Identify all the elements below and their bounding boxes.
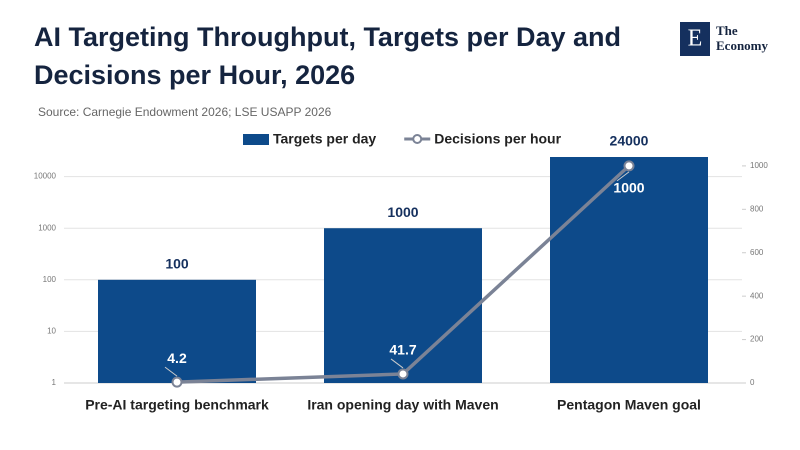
legend-label: Targets per day	[273, 131, 376, 147]
y2-tick-label: 1000	[750, 161, 768, 170]
bar	[98, 279, 256, 383]
bar	[550, 157, 708, 383]
y-tick-label: 1	[52, 378, 57, 387]
x-tick-label: Iran opening day with Maven	[307, 397, 498, 413]
logo-mark: E	[688, 26, 703, 52]
line-value-label: 4.2	[167, 350, 187, 366]
bar-value-label: 1000	[387, 204, 418, 220]
y-tick-label: 10	[47, 327, 56, 336]
line-point	[171, 376, 183, 388]
bar	[324, 228, 482, 383]
label-leader	[390, 358, 404, 369]
legend-swatch	[243, 134, 269, 145]
chart-title: AI Targeting Throughput, Targets per Day…	[34, 22, 622, 90]
source-note: Source: Carnegie Endowment 2026; LSE USA…	[38, 105, 332, 119]
y2-tick-label: 0	[750, 378, 755, 387]
line-value-label: 1000	[613, 180, 644, 196]
line-point	[397, 368, 409, 380]
logo-text: The	[716, 23, 738, 38]
line-value-label: 41.7	[389, 342, 416, 358]
logo-text: Economy	[716, 38, 769, 53]
logo-box	[680, 22, 710, 56]
y2-tick-label: 200	[750, 335, 764, 344]
legend-swatch	[412, 134, 423, 144]
y-tick-label: 10000	[34, 172, 57, 181]
bar-value-label: 24000	[610, 133, 649, 149]
y2-tick-label: 800	[750, 204, 764, 213]
y-tick-label: 1000	[38, 223, 56, 232]
y2-tick-label: 400	[750, 291, 764, 300]
label-leader	[164, 366, 178, 377]
label-leader	[616, 171, 630, 182]
bar-value-label: 100	[165, 256, 189, 272]
line-point	[623, 160, 635, 172]
x-tick-label: Pre-AI targeting benchmark	[85, 397, 269, 413]
x-tick-label: Pentagon Maven goal	[557, 397, 701, 413]
legend-label: Decisions per hour	[434, 131, 561, 147]
y2-tick-label: 600	[750, 248, 764, 257]
y-tick-label: 100	[43, 275, 57, 284]
